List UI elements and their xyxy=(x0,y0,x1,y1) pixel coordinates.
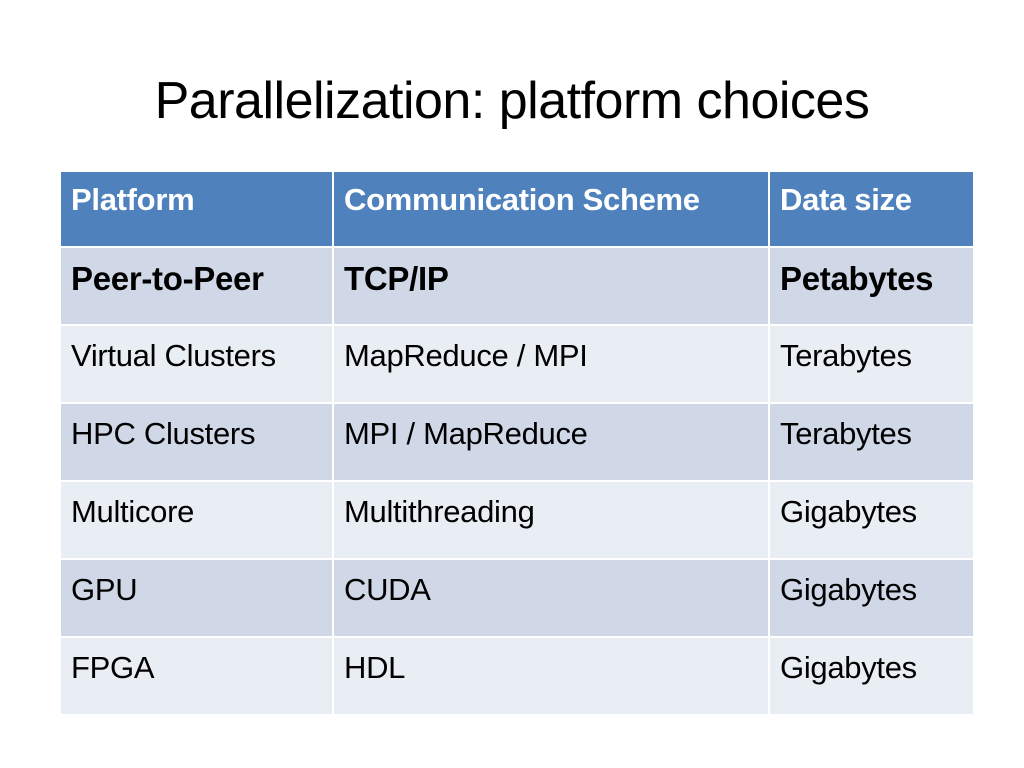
cell-data-size: Gigabytes xyxy=(768,636,975,716)
cell-platform: GPU xyxy=(59,558,334,638)
cell-communication-scheme: Multithreading xyxy=(332,480,770,560)
cell-data-size: Terabytes xyxy=(768,402,975,482)
header-platform: Platform xyxy=(59,170,334,248)
cell-communication-scheme: MapReduce / MPI xyxy=(332,324,770,404)
table-header-row: Platform Communication Scheme Data size xyxy=(59,170,975,248)
table-row: Peer-to-Peer TCP/IP Petabytes xyxy=(59,246,975,326)
cell-platform: FPGA xyxy=(59,636,334,716)
cell-platform: Virtual Clusters xyxy=(59,324,334,404)
cell-data-size: Gigabytes xyxy=(768,558,975,638)
cell-communication-scheme: TCP/IP xyxy=(332,246,770,326)
table-row: GPU CUDA Gigabytes xyxy=(59,558,975,638)
cell-platform: Peer-to-Peer xyxy=(59,246,334,326)
header-communication-scheme: Communication Scheme xyxy=(332,170,770,248)
cell-platform: Multicore xyxy=(59,480,334,560)
table-row: HPC Clusters MPI / MapReduce Terabytes xyxy=(59,402,975,482)
cell-platform: HPC Clusters xyxy=(59,402,334,482)
table-row: Multicore Multithreading Gigabytes xyxy=(59,480,975,560)
platform-table-grid: Platform Communication Scheme Data size … xyxy=(59,170,975,716)
table-row: FPGA HDL Gigabytes xyxy=(59,636,975,716)
slide-title: Parallelization: platform choices xyxy=(154,72,870,130)
cell-data-size: Petabytes xyxy=(768,246,975,326)
cell-data-size: Gigabytes xyxy=(768,480,975,560)
cell-communication-scheme: HDL xyxy=(332,636,770,716)
table-row: Virtual Clusters MapReduce / MPI Terabyt… xyxy=(59,324,975,404)
cell-communication-scheme: MPI / MapReduce xyxy=(332,402,770,482)
cell-data-size: Terabytes xyxy=(768,324,975,404)
platform-table: Platform Communication Scheme Data size … xyxy=(59,170,975,716)
header-data-size: Data size xyxy=(768,170,975,248)
cell-communication-scheme: CUDA xyxy=(332,558,770,638)
